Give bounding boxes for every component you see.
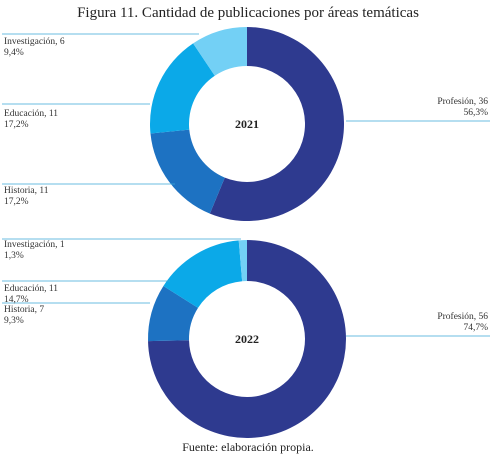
label-investigacion: Investigación, 1 <box>4 240 65 250</box>
percent-investigacion: 9,4% <box>4 48 24 58</box>
slice-profesion <box>148 240 347 439</box>
slice-investigacion <box>238 240 247 282</box>
center-year-label: 2021 <box>235 117 259 131</box>
label-profesion: Profesión, 36 <box>437 96 488 107</box>
slice-historia <box>148 285 199 342</box>
percent-educacion: 17,2% <box>4 120 29 130</box>
label-educacion: Educación, 11 <box>4 284 58 294</box>
label-historia: Historia, 11 <box>4 186 49 196</box>
label-investigacion: Investigación, 6 <box>4 37 65 47</box>
slice-historia <box>150 129 225 214</box>
slice-educacion <box>150 43 215 134</box>
slice-profesion <box>209 27 345 222</box>
source-note: Fuente: elaboración propia. <box>182 440 314 454</box>
label-historia: Historia, 7 <box>4 305 44 315</box>
label-educacion: Educación, 11 <box>4 109 58 119</box>
percent-profesion: 74,7% <box>463 323 488 333</box>
label-profesion: Profesión, 56 <box>437 311 488 322</box>
percent-educacion: 14,7% <box>4 295 29 305</box>
percent-historia: 9,3% <box>4 316 24 326</box>
percent-profesion: 56,3% <box>463 108 488 118</box>
center-year-label: 2022 <box>235 332 259 346</box>
percent-historia: 17,2% <box>4 197 29 207</box>
slice-investigacion <box>193 27 247 76</box>
chart-title: Figura 11. Cantidad de publicaciones por… <box>77 5 419 21</box>
percent-investigacion: 1,3% <box>4 251 24 261</box>
slice-educacion <box>163 240 243 308</box>
